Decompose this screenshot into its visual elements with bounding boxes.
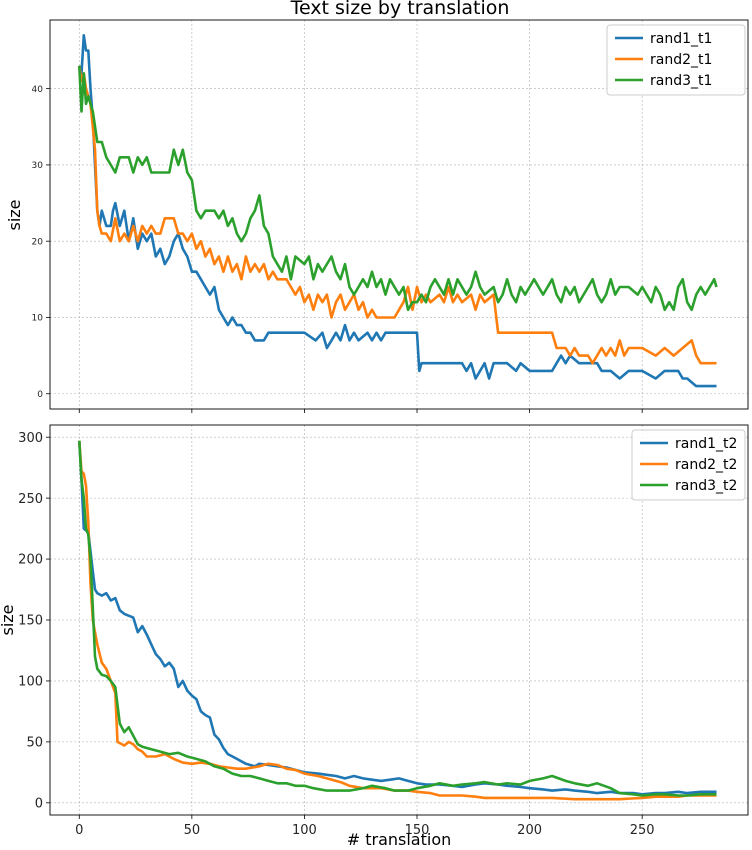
- y-tick-label: 0: [37, 390, 43, 400]
- y-tick-label: 300: [18, 431, 43, 446]
- x-tick-label: 150: [405, 823, 430, 838]
- y-axis-label: size: [5, 199, 24, 230]
- legend-label: rand2_t2: [675, 457, 737, 473]
- series-line-rand1_t2: [78, 440, 717, 796]
- legend-label: rand3_t2: [675, 478, 737, 494]
- y-tick-label: 0: [35, 796, 43, 811]
- legend-label: rand2_t1: [650, 52, 712, 68]
- y-tick-label: 150: [18, 614, 43, 629]
- y-tick-label: 100: [18, 675, 43, 690]
- chart-title: Text size by translation: [290, 0, 510, 19]
- axes-frame: [49, 19, 749, 410]
- y-tick-label: 20: [32, 237, 44, 247]
- y-tick-label: 10: [32, 314, 44, 324]
- x-tick-label: 0: [75, 823, 83, 838]
- legend-label: rand1_t1: [650, 31, 712, 47]
- y-tick-label: 200: [18, 553, 43, 568]
- legend-box: [631, 429, 746, 501]
- y-tick-label: 50: [26, 736, 43, 751]
- y-axis-label: size: [0, 604, 17, 635]
- top-panel: 0 10 20 30 40 size rand1_t1 rand2_t1 rand3_t1: [5, 19, 749, 413]
- series-line-rand2_t1: [78, 65, 717, 365]
- y-tick-label: 30: [32, 161, 44, 171]
- y-tick-label: 250: [18, 492, 43, 507]
- x-tick-label: 200: [517, 823, 542, 838]
- legend-label: rand1_t2: [675, 436, 737, 452]
- series-line-rand1_t1: [78, 34, 717, 388]
- x-tick-label: 250: [630, 823, 655, 838]
- bottom-panel: 0 50 100 150 200 250 0 50 100 150 200 250 300 size # t…: [0, 424, 749, 849]
- series-line-rand3_t1: [78, 65, 718, 312]
- series-line-rand3_t2: [78, 440, 717, 797]
- legend-label: rand3_t1: [650, 73, 712, 89]
- legend-box: [606, 24, 746, 96]
- x-axis-label: # translation: [347, 830, 452, 849]
- x-tick-label: 100: [292, 823, 317, 838]
- y-tick-label: 40: [32, 85, 44, 95]
- x-tick-label: 50: [184, 823, 201, 838]
